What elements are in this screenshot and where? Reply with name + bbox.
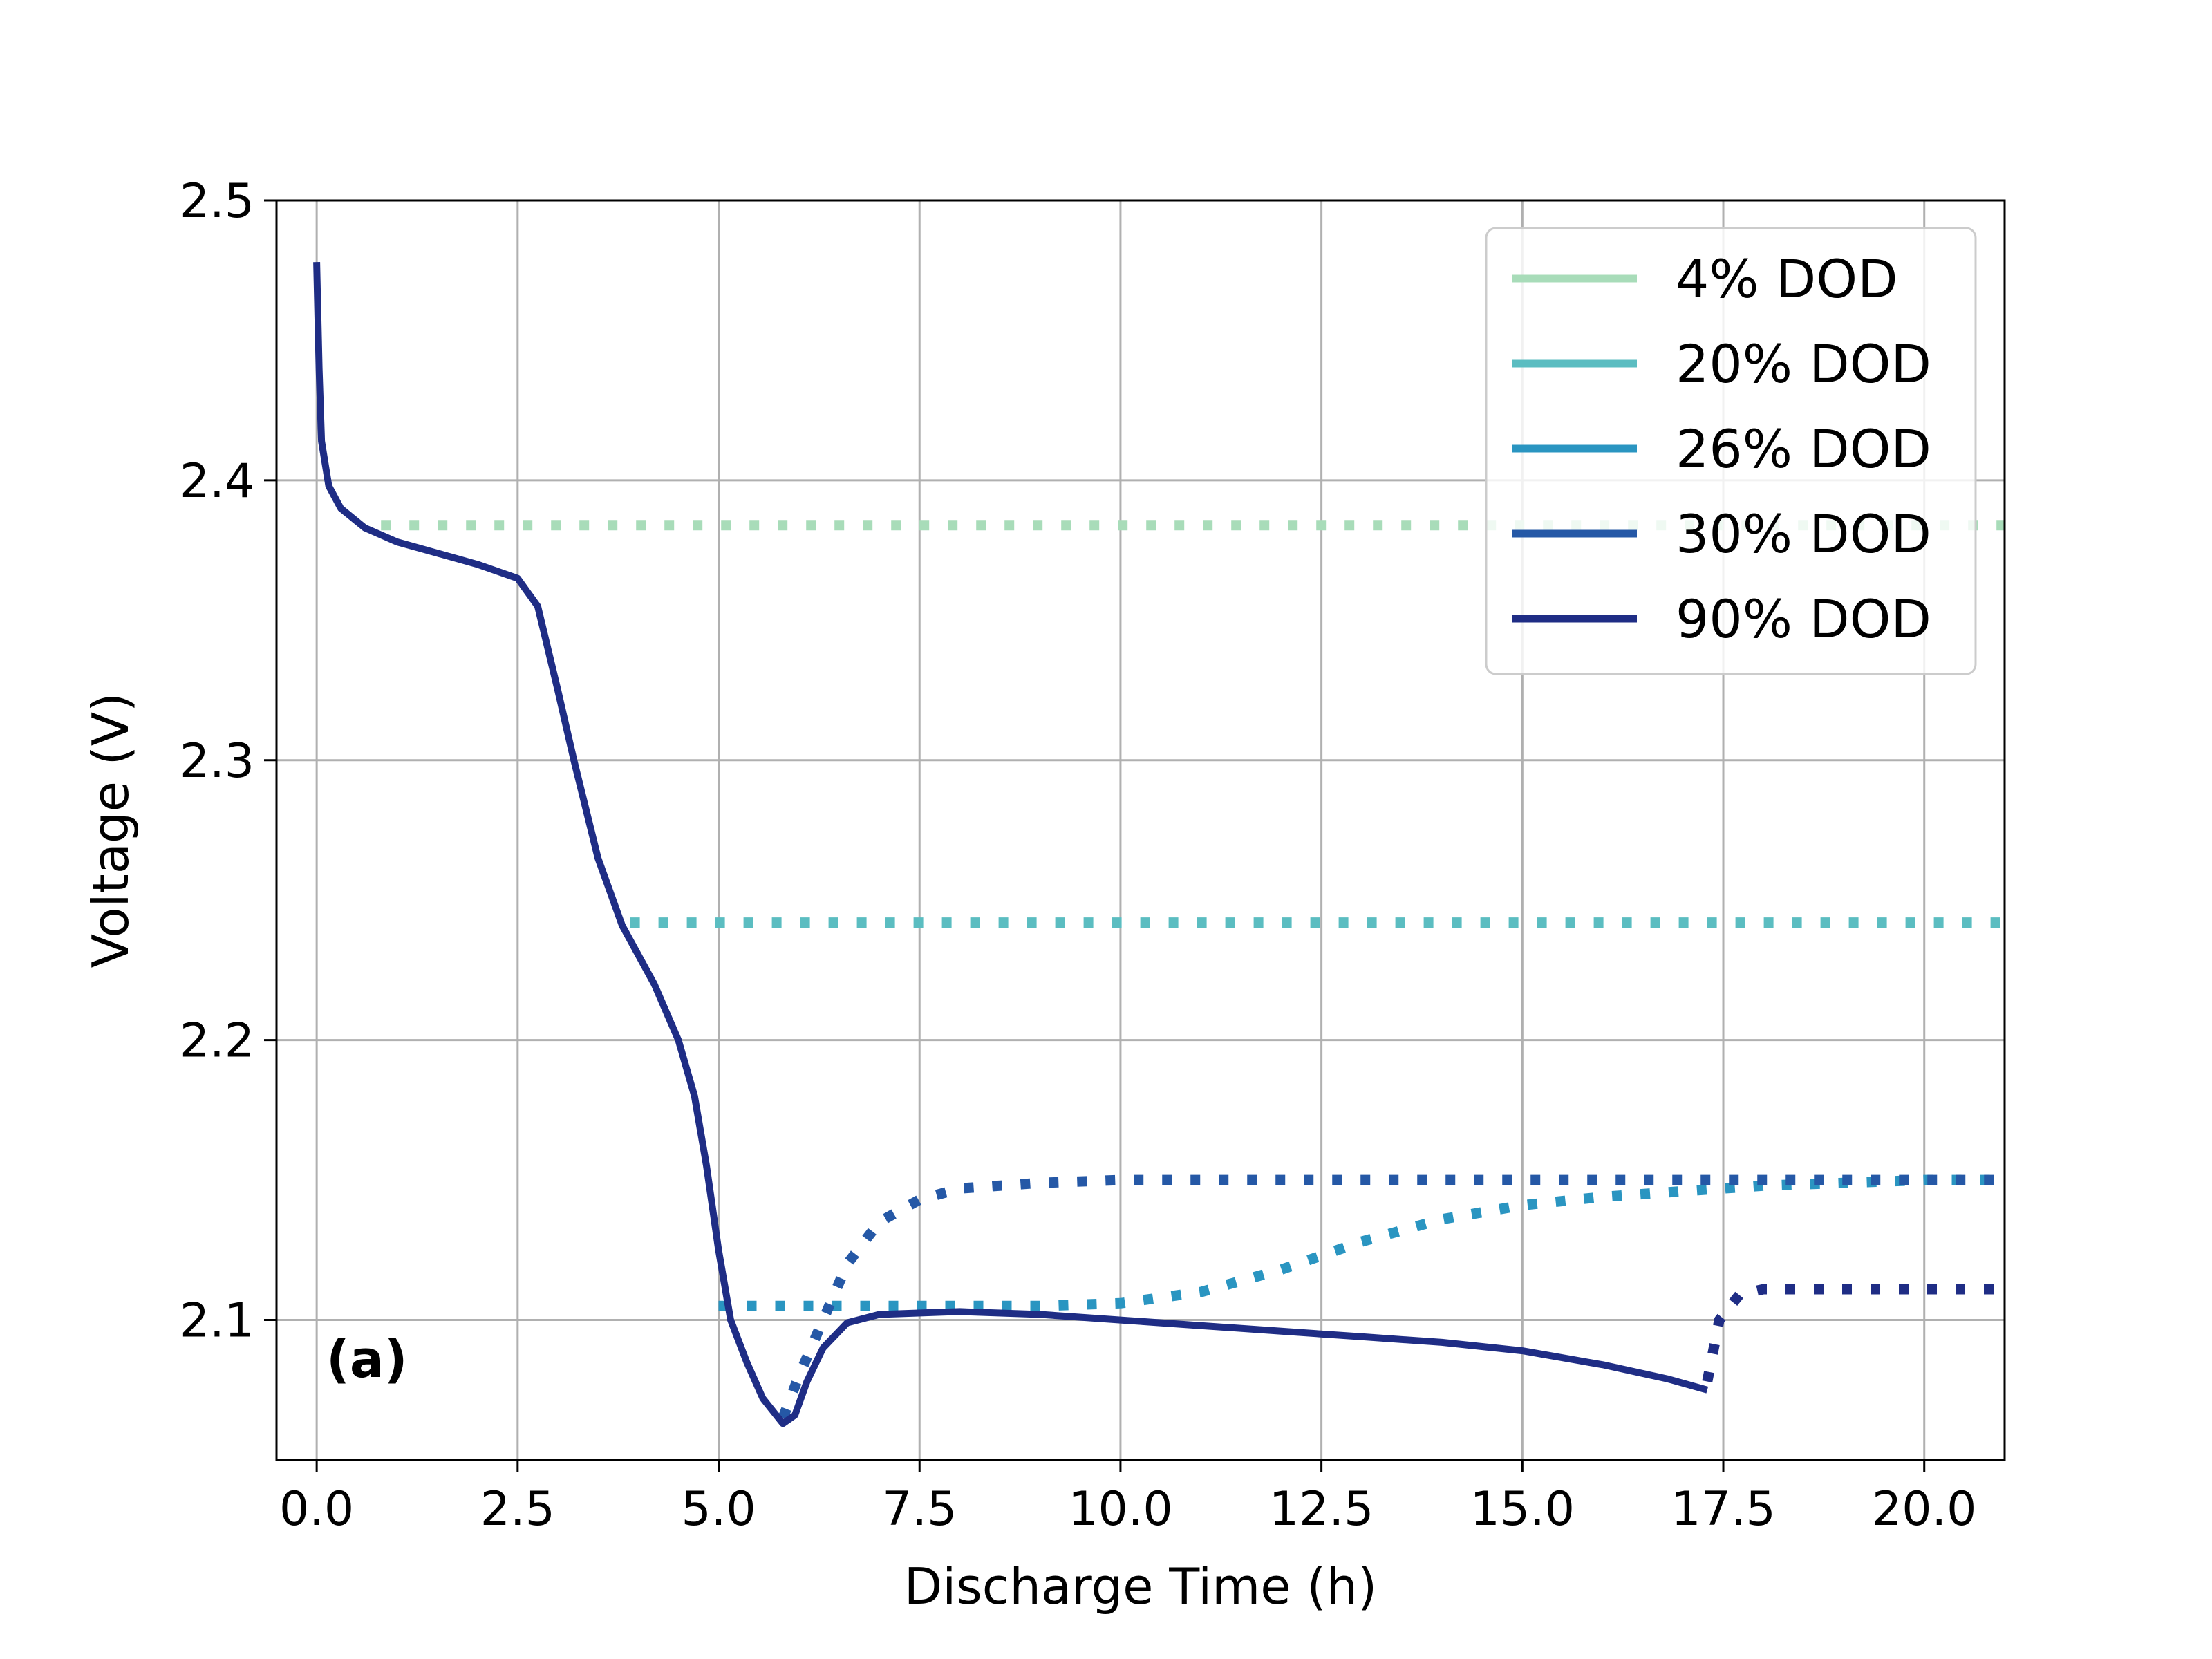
y-tick-label: 2.5 [180, 174, 254, 229]
legend-label-20-dod: 20% DOD [1676, 333, 1931, 395]
x-tick-label: 10.0 [1068, 1482, 1172, 1537]
y-axis-title: Voltage (V) [82, 693, 140, 968]
series-group [313, 261, 2005, 1427]
legend-box [1485, 227, 1977, 675]
legend-label-4-dod: 4% DOD [1676, 248, 1898, 310]
y-tick-label: 2.4 [180, 454, 254, 509]
x-tick-label: 12.5 [1269, 1482, 1374, 1537]
x-tick-label: 7.5 [882, 1482, 957, 1537]
legend-label-90-dod: 90% DOD [1676, 588, 1931, 650]
x-tick-label: 17.5 [1671, 1482, 1775, 1537]
legend: 4% DOD 20% DOD 26% DOD 30% DOD 90% DOD [1485, 227, 1977, 675]
x-tick-label: 0.0 [279, 1482, 354, 1537]
y-tick-label: 2.1 [180, 1294, 254, 1349]
y-tick-label: 2.3 [180, 734, 254, 789]
plot-frame [275, 199, 2006, 1461]
series-discharge-90-dod [313, 261, 1709, 1427]
y-tick-label: 2.2 [180, 1014, 254, 1069]
x-axis-title: Discharge Time (h) [904, 1557, 1377, 1615]
x-tick-label: 2.5 [480, 1482, 555, 1537]
x-tick-label: 20.0 [1872, 1482, 1976, 1537]
x-tick-label: 15.0 [1470, 1482, 1575, 1537]
x-tick-label: 5.0 [681, 1482, 756, 1537]
legend-label-26-dod: 26% DOD [1676, 418, 1931, 480]
series-rest-90-dod [1702, 1284, 2005, 1383]
axis-ticks: 0.0 2.5 5.0 7.5 10.0 12.5 15.0 17.5 20.0 2.1 2.2 2.… [180, 174, 1977, 1537]
panel-label: (a) [326, 1330, 408, 1389]
legend-label-30-dod: 30% DOD [1676, 503, 1931, 565]
